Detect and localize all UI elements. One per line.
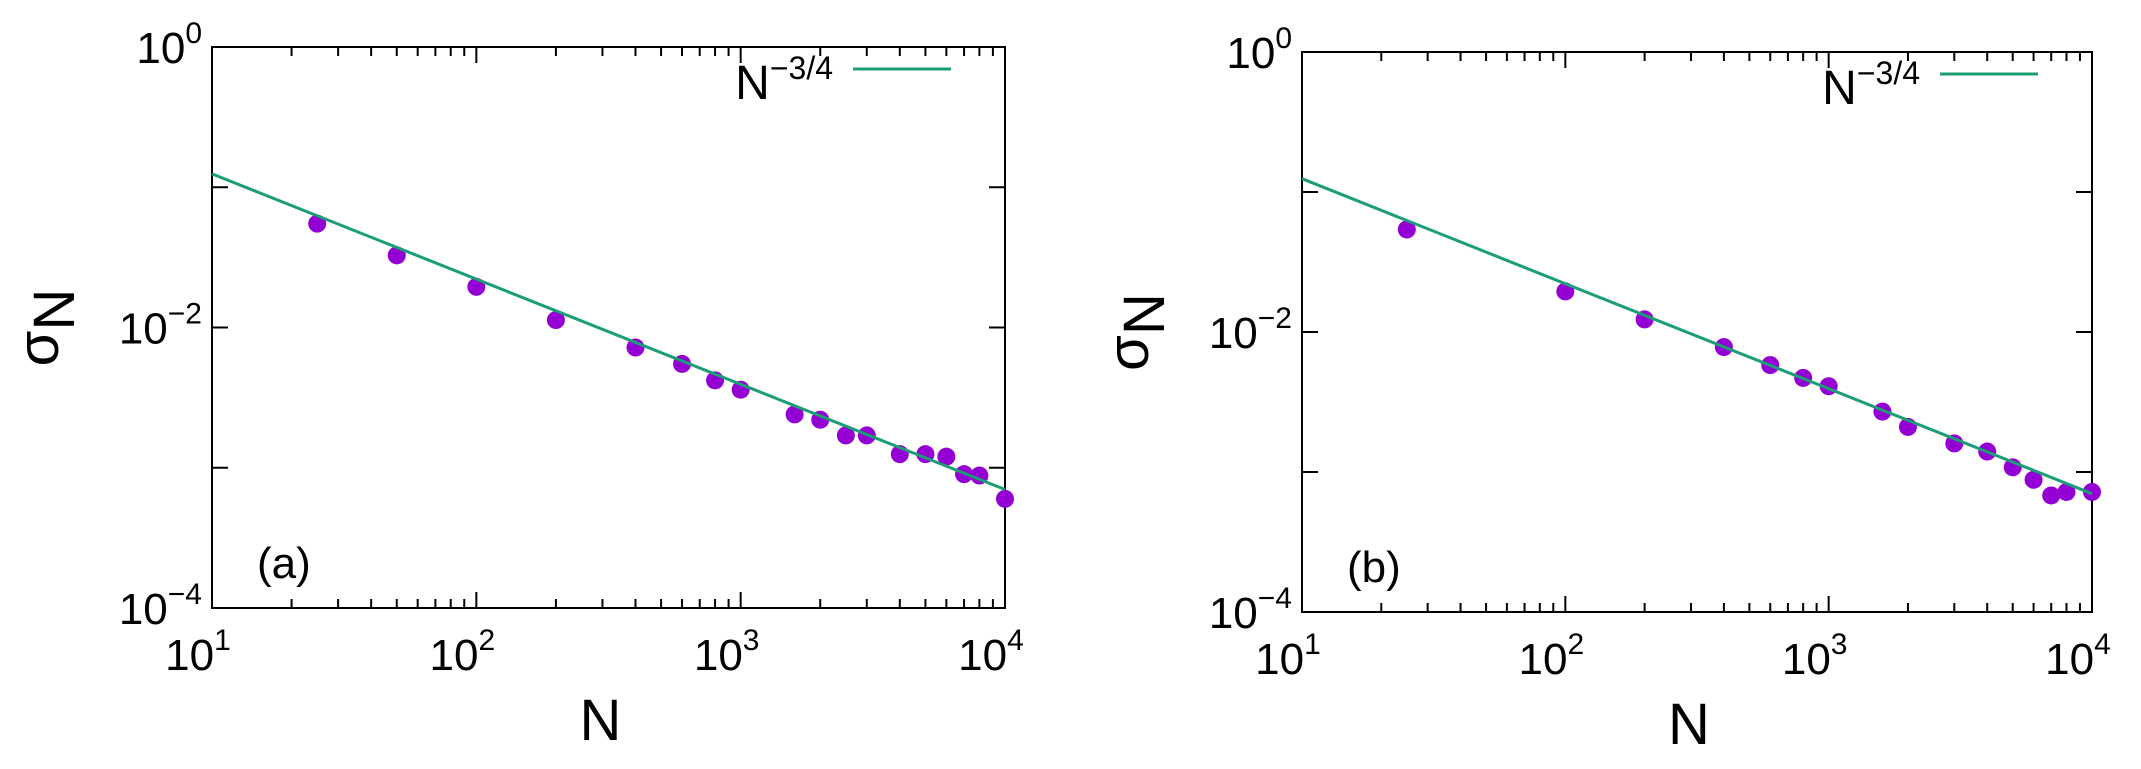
legend-label-base: N — [1822, 62, 1857, 115]
y-tick-label: 10−2 — [1209, 302, 1292, 358]
x-tick-exponent: 3 — [743, 624, 760, 657]
y-tick-label: 100 — [136, 17, 202, 73]
data-point — [2083, 482, 2101, 501]
y-tick-exponent: 0 — [1275, 22, 1292, 55]
data-point — [996, 489, 1014, 508]
data-point — [785, 405, 804, 424]
data-point — [2057, 482, 2076, 501]
y-tick-label: 100 — [1226, 22, 1292, 78]
fit-line — [1301, 177, 2093, 496]
y-axis-label-subscript: N — [22, 289, 87, 331]
x-axis-label: N — [580, 688, 622, 753]
y-tick-label: 10−4 — [119, 578, 202, 634]
data-point — [937, 447, 956, 466]
y-tick-base: 10 — [119, 305, 168, 354]
x-tick-label: 104 — [2045, 628, 2111, 684]
y-axis-label-subscript: N — [1112, 293, 1177, 335]
x-tick-exponent: 1 — [1304, 628, 1321, 661]
legend-label-exponent: −3/4 — [1857, 55, 1920, 91]
legend-label: N−3/4 — [1822, 55, 1920, 115]
panel-label: (b) — [1347, 543, 1401, 592]
data-point — [1945, 434, 1964, 453]
y-tick-exponent: 0 — [185, 17, 202, 50]
x-tick-label: 103 — [1782, 628, 1848, 684]
y-tick-exponent: −2 — [168, 298, 202, 331]
data-point — [1397, 220, 1416, 239]
y-tick-exponent: −4 — [168, 578, 202, 611]
y-tick-base: 10 — [1209, 309, 1258, 358]
x-tick-base: 10 — [2045, 635, 2094, 684]
x-axis-label: N — [1668, 692, 1710, 757]
y-tick-exponent: −2 — [1258, 302, 1292, 335]
x-tick-label: 102 — [1519, 628, 1585, 684]
fit-line — [211, 172, 1006, 491]
y-axis-label-symbol: σ — [6, 331, 71, 367]
y-axis-label-symbol: σ — [1096, 335, 1161, 371]
plot-frame — [1301, 51, 2093, 613]
x-tick-exponent: 1 — [214, 624, 231, 657]
x-tick-base: 10 — [1255, 635, 1304, 684]
y-tick-base: 10 — [119, 585, 168, 634]
legend-label: N−3/4 — [735, 50, 833, 110]
x-tick-label: 104 — [958, 624, 1024, 680]
x-tick-exponent: 3 — [1831, 628, 1848, 661]
x-tick-exponent: 4 — [1007, 624, 1024, 657]
data-point — [2024, 470, 2043, 489]
x-tick-label: 103 — [694, 624, 760, 680]
plot-frame — [211, 46, 1006, 609]
y-tick-exponent: −4 — [1258, 582, 1292, 615]
y-axis-label: σN — [1096, 293, 1177, 371]
data-point — [546, 311, 565, 330]
data-point — [836, 426, 855, 445]
y-tick-label: 10−2 — [119, 298, 202, 354]
y-axis-label: σN — [6, 289, 87, 367]
legend-label-base: N — [735, 57, 770, 110]
y-tick-label: 10−4 — [1209, 582, 1292, 638]
x-tick-base: 10 — [694, 631, 743, 680]
x-tick-label: 102 — [430, 624, 496, 680]
y-tick-base: 10 — [1226, 29, 1275, 78]
y-tick-base: 10 — [136, 24, 185, 73]
panel-label: (a) — [257, 539, 311, 588]
x-tick-exponent: 2 — [1567, 628, 1584, 661]
y-tick-base: 10 — [1209, 589, 1258, 638]
legend-label-exponent: −3/4 — [770, 50, 833, 86]
x-tick-exponent: 4 — [2094, 628, 2111, 661]
x-tick-base: 10 — [430, 631, 479, 680]
x-tick-base: 10 — [165, 631, 214, 680]
data-point — [2042, 486, 2061, 505]
x-tick-base: 10 — [1782, 635, 1831, 684]
x-tick-label: 101 — [1255, 628, 1321, 684]
x-tick-base: 10 — [1519, 635, 1568, 684]
x-tick-base: 10 — [958, 631, 1007, 680]
x-tick-exponent: 2 — [478, 624, 495, 657]
x-tick-label: 101 — [165, 624, 231, 680]
